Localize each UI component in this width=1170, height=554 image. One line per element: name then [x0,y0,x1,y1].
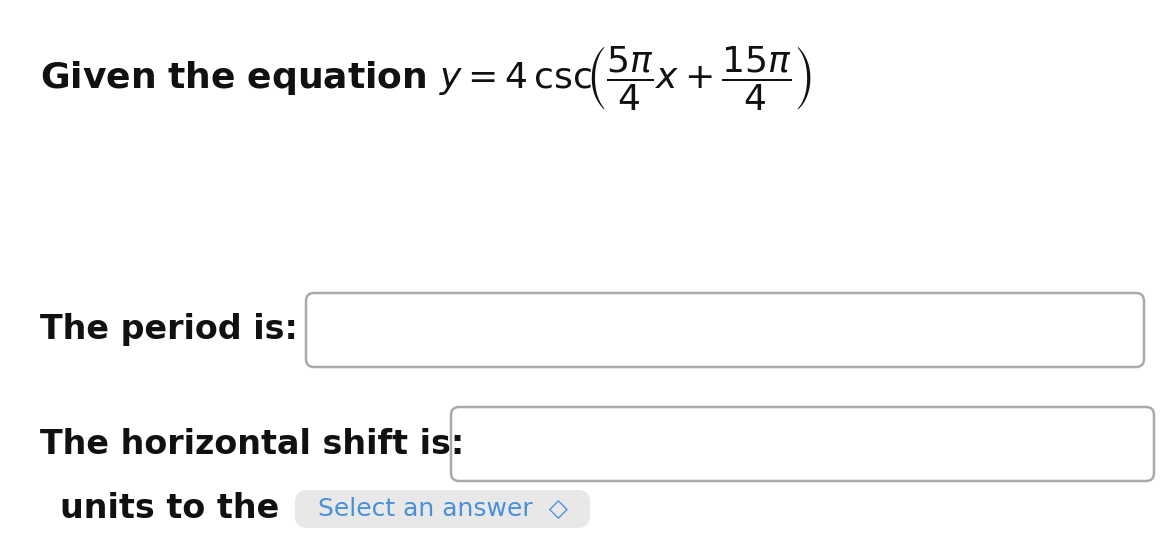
FancyBboxPatch shape [450,407,1154,481]
FancyBboxPatch shape [307,293,1144,367]
Text: The period is:: The period is: [40,314,298,346]
Text: The horizontal shift is:: The horizontal shift is: [40,428,464,460]
Text: units to the: units to the [60,493,280,526]
Text: $\mathbf{Given\ the\ equation}\ y = 4\,\mathrm{csc}\!\left(\dfrac{5\pi}{4}x + \d: $\mathbf{Given\ the\ equation}\ y = 4\,\… [40,45,812,113]
FancyBboxPatch shape [295,490,590,528]
Text: Select an answer  ◇: Select an answer ◇ [317,497,567,521]
